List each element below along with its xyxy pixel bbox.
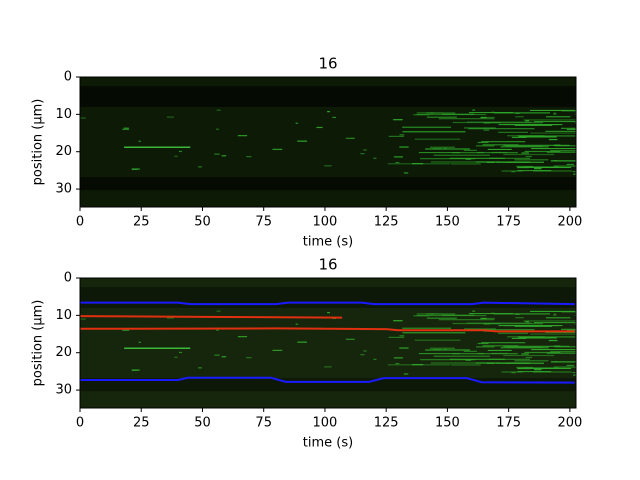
y-axis-label: position (μm) bbox=[31, 300, 46, 387]
image-dark-band bbox=[80, 86, 576, 107]
y-axis-label: position (μm) bbox=[31, 99, 46, 186]
y-tick-label: 10 bbox=[55, 308, 72, 323]
axes-frame bbox=[79, 277, 577, 409]
y-tick-label: 0 bbox=[64, 271, 72, 286]
image-dark-band bbox=[80, 378, 576, 392]
image-dark-band bbox=[80, 287, 576, 308]
chart-title: 16 bbox=[318, 55, 337, 73]
x-tick-label: 75 bbox=[255, 215, 272, 230]
x-tick-label: 50 bbox=[194, 416, 211, 431]
image-dark-band bbox=[80, 177, 576, 191]
x-tick-label: 100 bbox=[313, 416, 338, 431]
y-tick-label: 10 bbox=[55, 107, 72, 122]
x-axis-label: time (s) bbox=[303, 235, 353, 250]
x-tick-label: 25 bbox=[133, 215, 150, 230]
y-tick-label: 30 bbox=[55, 182, 72, 197]
image-area bbox=[80, 77, 576, 207]
x-tick-label: 125 bbox=[374, 416, 399, 431]
x-tick-label: 75 bbox=[255, 416, 272, 431]
x-tick-label: 175 bbox=[496, 416, 521, 431]
trace-line bbox=[80, 301, 575, 306]
trace-line bbox=[80, 315, 343, 319]
y-tick-label: 30 bbox=[55, 383, 72, 398]
chart-title: 16 bbox=[318, 256, 337, 274]
trace-line bbox=[80, 376, 575, 384]
x-tick-label: 125 bbox=[374, 215, 399, 230]
x-tick-label: 150 bbox=[435, 416, 460, 431]
y-tick-label: 0 bbox=[64, 70, 72, 85]
x-tick-label: 0 bbox=[76, 215, 84, 230]
y-tick-label: 20 bbox=[55, 144, 72, 159]
x-tick-label: 0 bbox=[76, 416, 84, 431]
x-tick-label: 175 bbox=[496, 215, 521, 230]
x-tick-label: 50 bbox=[194, 215, 211, 230]
x-axis-label: time (s) bbox=[303, 436, 353, 451]
axes-frame bbox=[79, 76, 577, 208]
x-tick-label: 200 bbox=[557, 416, 582, 431]
x-tick-label: 100 bbox=[313, 215, 338, 230]
x-tick-label: 200 bbox=[557, 215, 582, 230]
x-tick-label: 150 bbox=[435, 215, 460, 230]
image-area bbox=[80, 278, 576, 408]
x-tick-label: 25 bbox=[133, 416, 150, 431]
y-tick-label: 20 bbox=[55, 345, 72, 360]
trace-line bbox=[80, 327, 575, 333]
